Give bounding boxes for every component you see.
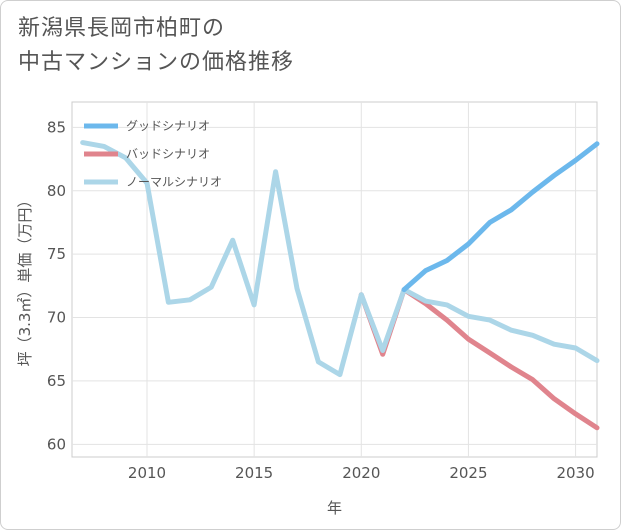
series-line-normal — [80, 140, 600, 378]
legend-label: ノーマルシナリオ — [126, 175, 222, 189]
x-tick-label: 2010 — [128, 464, 166, 482]
series-lines — [80, 140, 600, 431]
y-tick-label: 85 — [47, 118, 66, 136]
legend-label: グッドシナリオ — [126, 119, 210, 133]
y-tick-label: 60 — [47, 435, 66, 453]
legend-label: バッドシナリオ — [126, 147, 210, 161]
y-tick-label: 70 — [47, 309, 66, 327]
x-tick-label: 2025 — [449, 464, 487, 482]
x-tick-label: 2030 — [556, 464, 594, 482]
chart-title-line1: 新潟県長岡市柏町の — [18, 16, 226, 41]
plot-area — [71, 101, 598, 458]
y-axis-label: 坪（3.3㎡）単価（万円） — [16, 193, 34, 367]
x-axis-label: 年 — [327, 499, 342, 517]
chart-title-line2: 中古マンションの価格推移 — [18, 50, 295, 75]
chart-title: 新潟県長岡市柏町の 中古マンションの価格推移 — [18, 12, 294, 80]
y-tick-label: 75 — [47, 245, 66, 263]
axis-ticks: 60 65 70 75 80 85 2010 2015 2020 2025 2030 — [47, 118, 595, 482]
x-tick-label: 2020 — [342, 464, 380, 482]
y-tick-label: 65 — [47, 372, 66, 390]
y-tick-label: 80 — [47, 182, 66, 200]
x-tick-label: 2015 — [235, 464, 273, 482]
series-line-good — [401, 141, 600, 293]
